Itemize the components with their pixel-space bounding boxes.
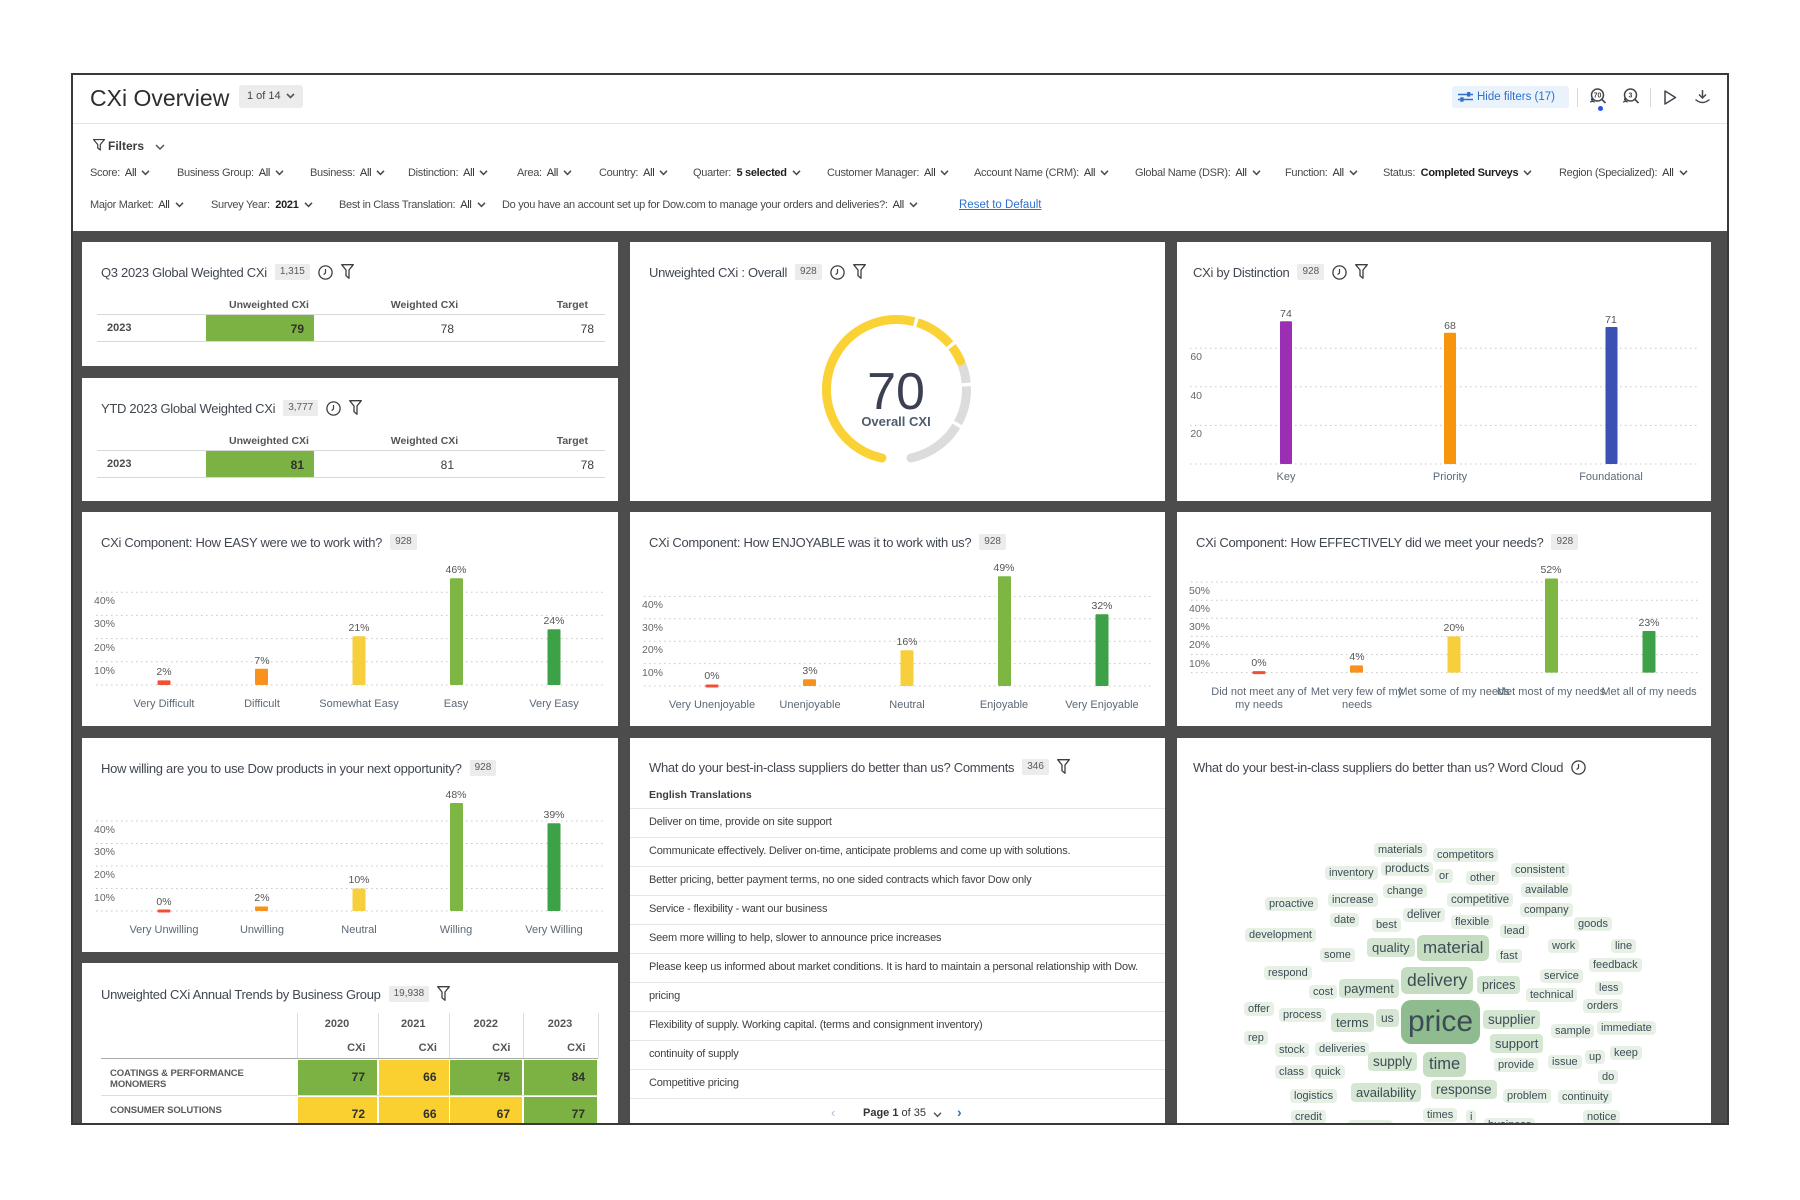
svg-text:3: 3 — [1629, 93, 1633, 100]
svg-text:70: 70 — [1594, 93, 1602, 100]
